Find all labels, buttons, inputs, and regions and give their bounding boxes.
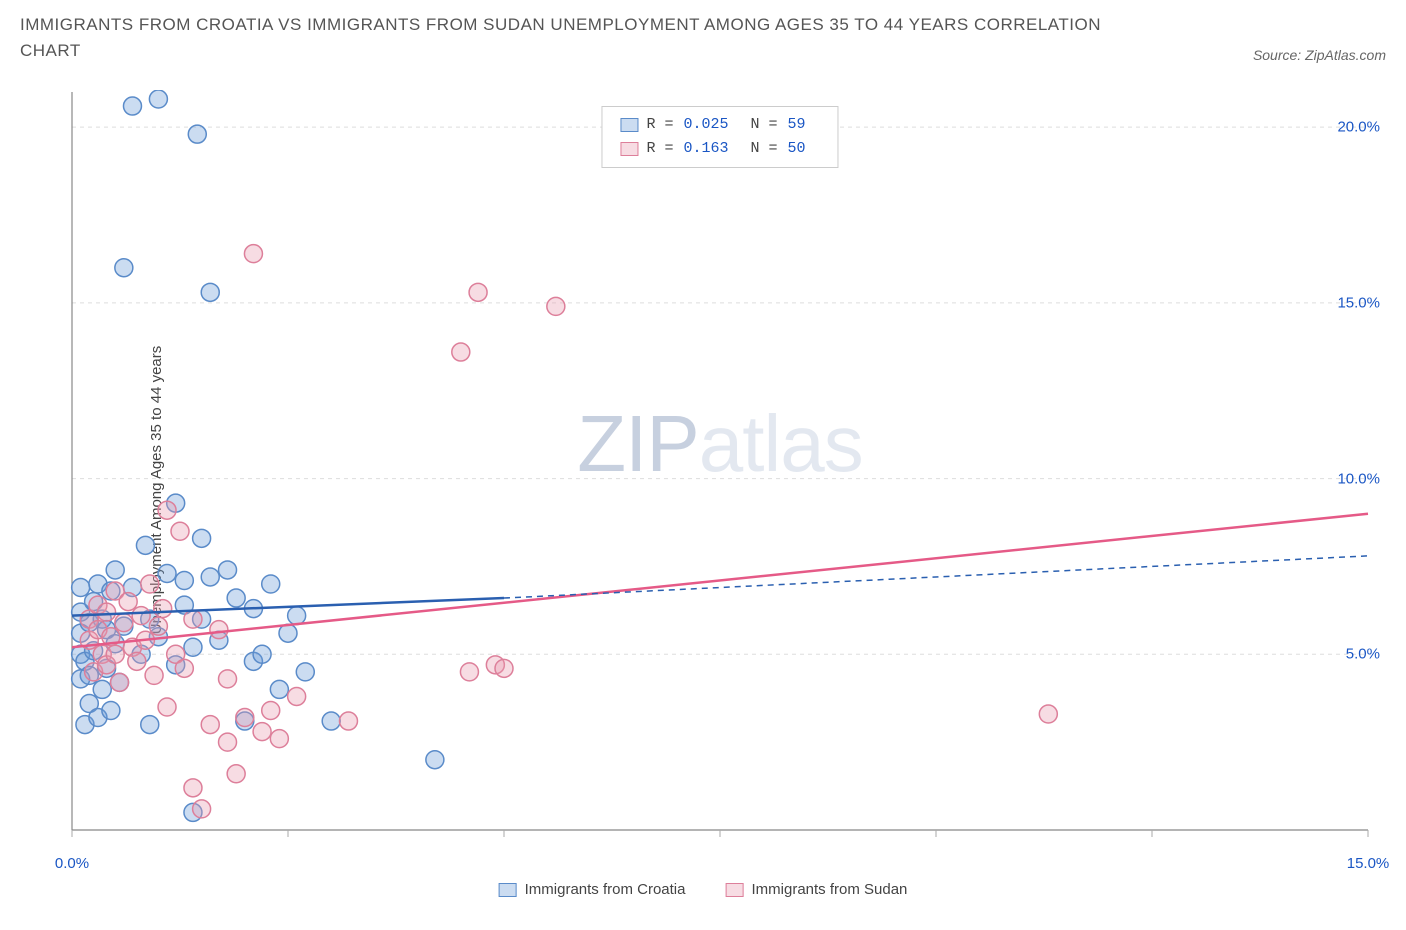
chart-title: IMMIGRANTS FROM CROATIA VS IMMIGRANTS FR… xyxy=(20,12,1120,63)
swatch-sudan-icon xyxy=(620,142,638,156)
r-label: R = xyxy=(646,137,673,161)
source-attribution: Source: ZipAtlas.com xyxy=(1253,47,1386,63)
stats-row-sudan: R = 0.163 N = 50 xyxy=(620,137,819,161)
legend-item-sudan: Immigrants from Sudan xyxy=(725,881,907,898)
stats-legend: R = 0.025 N = 59 R = 0.163 N = 50 xyxy=(601,106,838,168)
legend-label-sudan: Immigrants from Sudan xyxy=(751,881,907,898)
swatch-croatia-icon xyxy=(499,883,517,897)
n-value-sudan: 50 xyxy=(788,137,806,161)
n-label: N = xyxy=(751,113,778,137)
x-tick-label: 0.0% xyxy=(55,855,89,872)
chart-area: Unemployment Among Ages 35 to 44 years Z… xyxy=(20,80,1386,900)
series-legend: Immigrants from Croatia Immigrants from … xyxy=(499,881,908,898)
stats-row-croatia: R = 0.025 N = 59 xyxy=(620,113,819,137)
title-bar: IMMIGRANTS FROM CROATIA VS IMMIGRANTS FR… xyxy=(0,0,1406,71)
plot-region: ZIPatlas R = 0.025 N = 59 R = 0.163 N = … xyxy=(70,90,1370,860)
r-value-croatia: 0.025 xyxy=(683,113,728,137)
swatch-sudan-icon xyxy=(725,883,743,897)
legend-item-croatia: Immigrants from Croatia xyxy=(499,881,686,898)
n-label: N = xyxy=(751,137,778,161)
r-label: R = xyxy=(646,113,673,137)
r-value-sudan: 0.163 xyxy=(683,137,728,161)
y-tick-label: 20.0% xyxy=(1337,119,1380,136)
scatter-svg xyxy=(70,90,1370,860)
y-tick-label: 15.0% xyxy=(1337,294,1380,311)
n-value-croatia: 59 xyxy=(788,113,806,137)
x-tick-label: 15.0% xyxy=(1347,855,1390,872)
y-tick-label: 5.0% xyxy=(1346,646,1380,663)
swatch-croatia-icon xyxy=(620,118,638,132)
y-tick-label: 10.0% xyxy=(1337,470,1380,487)
legend-label-croatia: Immigrants from Croatia xyxy=(525,881,686,898)
